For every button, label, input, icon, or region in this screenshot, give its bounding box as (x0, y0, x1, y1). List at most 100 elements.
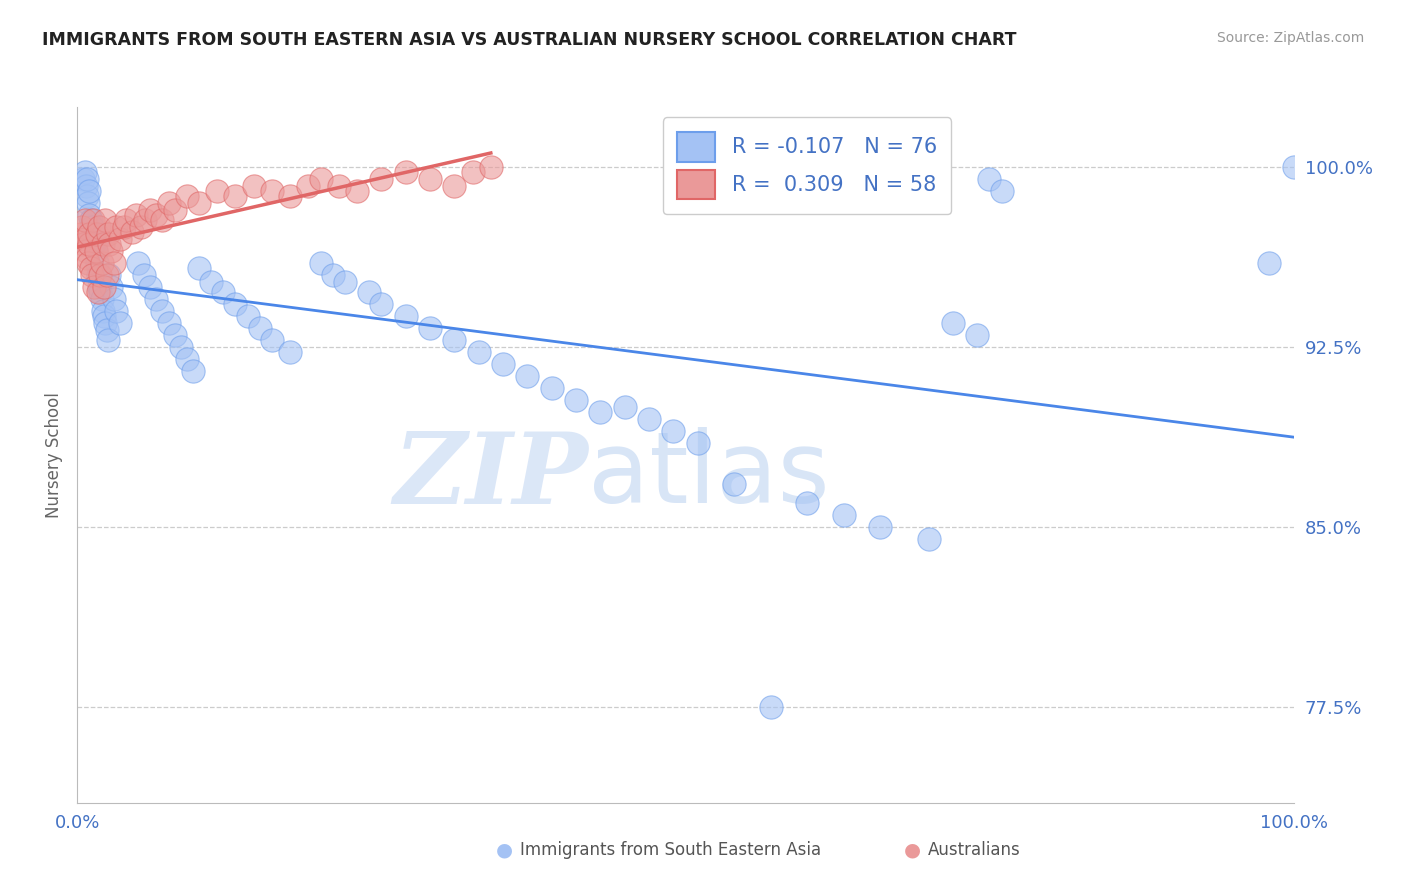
Point (83, 280, 105, 294)
Point (70, 227, 93, 242)
Point (370, 172, 392, 186)
Point (278, 189, 301, 203)
Point (86, 232, 108, 246)
Point (200, 275, 222, 289)
Point (662, 424, 685, 438)
Point (796, 496, 818, 510)
Text: Australians: Australians (928, 841, 1021, 859)
Point (72, 172, 94, 186)
Point (129, 219, 152, 234)
Point (613, 400, 636, 414)
Point (73, 165, 96, 179)
Point (205, 184, 228, 198)
Point (134, 268, 156, 282)
Point (990, 184, 1012, 198)
Y-axis label: Nursery School: Nursery School (45, 392, 63, 518)
Point (80, 268, 103, 282)
Point (82, 212, 104, 227)
Point (115, 212, 138, 227)
Text: Source: ZipAtlas.com: Source: ZipAtlas.com (1216, 31, 1364, 45)
Point (479, 160, 502, 174)
Point (346, 184, 368, 198)
Point (121, 225, 143, 239)
Point (90, 292, 112, 306)
Text: IMMIGRANTS FROM SOUTH EASTERN ASIA VS AUSTRALIAN NURSERY SCHOOL CORRELATION CHAR: IMMIGRANTS FROM SOUTH EASTERN ASIA VS AU… (42, 31, 1017, 49)
Point (759, 699, 782, 714)
Point (419, 172, 441, 186)
Point (540, 381, 562, 395)
Point (176, 189, 198, 203)
Point (76, 189, 98, 203)
Point (589, 405, 612, 419)
Point (134, 212, 156, 227)
Point (176, 351, 198, 366)
Point (89, 268, 111, 282)
Legend: R = -0.107   N = 76, R =  0.309   N = 58: R = -0.107 N = 76, R = 0.309 N = 58 (662, 118, 952, 214)
Point (103, 256, 125, 270)
Point (93, 309, 115, 323)
Point (89, 219, 111, 234)
Point (94, 316, 117, 330)
Text: ZIP: ZIP (394, 427, 588, 524)
Point (278, 344, 301, 359)
Point (108, 316, 131, 330)
Point (84, 244, 107, 258)
Point (461, 165, 484, 179)
Point (89, 285, 111, 299)
Point (297, 179, 319, 194)
Point (163, 203, 186, 218)
Point (77, 256, 100, 270)
Point (492, 357, 515, 371)
Text: ●: ● (904, 840, 921, 860)
Point (97, 227, 120, 242)
Point (145, 208, 167, 222)
Point (157, 196, 180, 211)
Point (443, 333, 465, 347)
Point (942, 316, 965, 330)
Point (224, 297, 246, 311)
Point (96, 268, 118, 282)
Point (79, 184, 101, 198)
Point (90, 256, 112, 270)
Text: atlas: atlas (588, 427, 830, 524)
Point (97, 333, 120, 347)
Point (103, 292, 125, 306)
Point (723, 476, 745, 491)
Point (108, 232, 131, 246)
Point (395, 309, 418, 323)
Point (370, 297, 392, 311)
Point (127, 256, 149, 270)
Point (75, 244, 97, 258)
Point (163, 328, 186, 343)
Point (79, 236, 101, 251)
Point (76, 251, 98, 265)
Point (152, 212, 174, 227)
Point (309, 256, 332, 270)
Point (89, 280, 111, 294)
Point (419, 320, 441, 334)
Point (249, 320, 271, 334)
Point (516, 368, 538, 383)
Point (80, 260, 103, 275)
Point (260, 333, 283, 347)
Point (73, 212, 96, 227)
Point (170, 340, 193, 354)
Point (145, 292, 167, 306)
Point (80, 212, 103, 227)
Point (87, 268, 110, 282)
Point (260, 184, 283, 198)
Point (80, 219, 103, 234)
Point (70, 219, 93, 234)
Point (105, 219, 128, 234)
Point (79, 208, 101, 222)
Point (76, 172, 98, 186)
Point (188, 260, 211, 275)
Point (467, 344, 489, 359)
Text: Immigrants from South Eastern Asia: Immigrants from South Eastern Asia (520, 841, 821, 859)
Point (75, 179, 97, 194)
Point (181, 364, 204, 378)
Point (188, 196, 211, 211)
Point (79, 227, 101, 242)
Point (125, 208, 148, 222)
Point (97, 236, 120, 251)
